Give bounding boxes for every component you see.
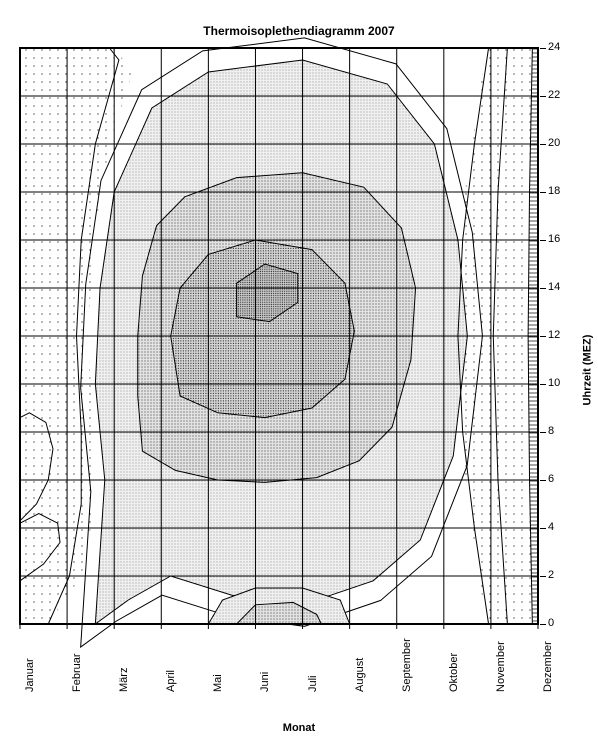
x-axis-label: Monat (0, 722, 598, 734)
y-tick-label: 8 (548, 425, 554, 437)
x-tick-label: Juli (307, 675, 319, 692)
y-tick-label: 24 (548, 41, 560, 53)
y-tick-label: 10 (548, 377, 560, 389)
x-tick-label: Juni (259, 672, 271, 692)
y-tick-label: 22 (548, 89, 560, 101)
chart-container: Thermoisoplethendiagramm 2007 (0, 0, 598, 740)
x-tick-label: Oktober (448, 653, 460, 692)
y-tick-label: 12 (548, 329, 560, 341)
x-tick-label: September (401, 638, 413, 692)
x-tick-label: Februar (71, 653, 83, 692)
x-tick-label: März (118, 668, 130, 692)
x-tick-label: Dezember (542, 641, 554, 692)
y-tick-label: 16 (548, 233, 560, 245)
x-tick-label: Mai (212, 674, 224, 692)
y-tick-label: 20 (548, 137, 560, 149)
x-tick-label: Januar (24, 658, 36, 692)
y-tick-label: 6 (548, 473, 554, 485)
y-axis-label: Uhrzeit (MEZ) (578, 0, 596, 740)
y-tick-label: 4 (548, 521, 554, 533)
x-tick-label: April (165, 670, 177, 692)
contour-plot (0, 0, 598, 740)
y-tick-label: 14 (548, 281, 560, 293)
y-tick-label: 0 (548, 617, 554, 629)
x-tick-label: November (495, 641, 507, 692)
y-tick-label: 2 (548, 569, 554, 581)
chart-title: Thermoisoplethendiagramm 2007 (0, 24, 598, 38)
x-tick-label: August (354, 658, 366, 692)
y-tick-label: 18 (548, 185, 560, 197)
